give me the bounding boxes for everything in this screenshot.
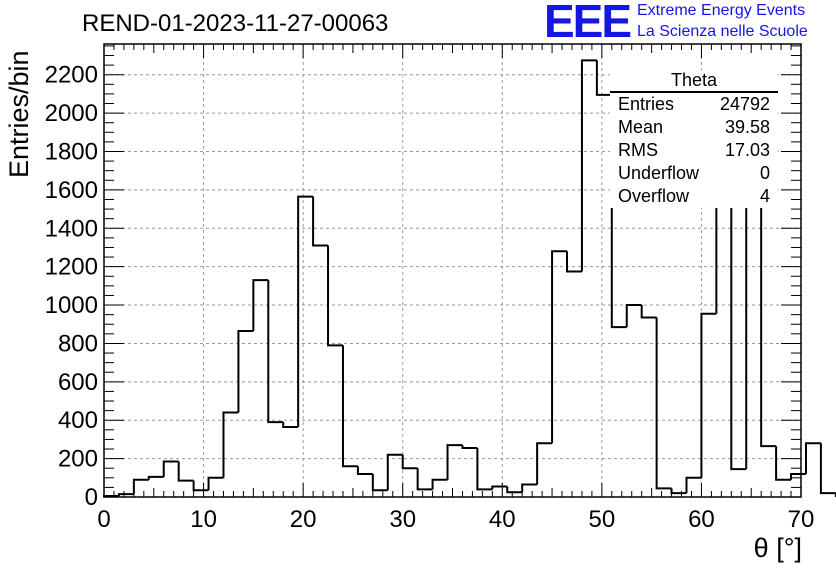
stats-value: 39.58 bbox=[724, 117, 770, 137]
axis-tick-labels: 0 10 20 30 40 50 60 700200400600800100012001400… bbox=[45, 62, 815, 533]
axis-ticks bbox=[103, 44, 802, 498]
x-tick-label: 10 bbox=[190, 506, 217, 533]
stats-label: Mean bbox=[618, 117, 664, 137]
stats-label: Overflow bbox=[618, 186, 690, 206]
histogram-bin bbox=[790, 472, 806, 480]
x-axis-label: θ [°] bbox=[753, 533, 802, 563]
histogram-bin bbox=[147, 475, 164, 480]
stats-row-mean: Mean 39.58 bbox=[610, 116, 778, 139]
stats-label: Entries bbox=[618, 94, 675, 114]
histogram-bin bbox=[416, 468, 433, 491]
histogram-bars bbox=[103, 59, 836, 498]
stats-row-underflow: Underflow 0 bbox=[610, 162, 778, 185]
x-tick-label: 40 bbox=[489, 506, 516, 533]
histogram-bin bbox=[491, 485, 508, 490]
histogram-bin bbox=[551, 250, 568, 444]
y-tick-label: 1800 bbox=[45, 138, 98, 165]
stats-row-overflow: Overflow 4 bbox=[610, 185, 778, 208]
histogram-bin bbox=[297, 195, 314, 427]
histogram-bin bbox=[327, 245, 343, 347]
stats-label: Underflow bbox=[618, 163, 700, 183]
histogram-bin bbox=[700, 312, 717, 478]
y-tick-label: 600 bbox=[58, 369, 98, 396]
stats-value: 24792 bbox=[719, 94, 770, 114]
histogram-bin bbox=[625, 304, 642, 328]
stats-value: 0 bbox=[759, 163, 770, 183]
histogram-bin bbox=[730, 130, 747, 471]
histogram-bin bbox=[192, 480, 209, 492]
histogram-bin bbox=[356, 466, 373, 475]
chart-title: REND-01-2023-11-27-00063 bbox=[82, 10, 389, 37]
logo-text-line2: La Scienza nelle Scuole bbox=[637, 23, 808, 40]
stats-row-rms: RMS 17.03 bbox=[610, 139, 778, 162]
histogram-bin bbox=[536, 442, 553, 485]
histogram-bin bbox=[162, 460, 179, 477]
histogram-bin bbox=[775, 446, 792, 481]
logo-text-line1: Extreme Energy Events bbox=[637, 2, 806, 19]
histogram-bin bbox=[446, 444, 463, 480]
y-tick-label: 1000 bbox=[45, 292, 98, 319]
histogram-bin bbox=[117, 493, 134, 497]
y-axis-label: Entries/bin bbox=[4, 50, 34, 178]
x-tick-label: 30 bbox=[389, 506, 416, 533]
histogram-bin bbox=[804, 442, 821, 474]
histogram-bin bbox=[566, 251, 582, 273]
histogram-bin bbox=[476, 448, 493, 491]
histogram-bin bbox=[341, 345, 358, 468]
y-tick-label: 200 bbox=[58, 446, 98, 473]
eee-logo: EEE Extreme Energy Events La Scienza nel… bbox=[544, 0, 834, 47]
histogram-bin bbox=[595, 60, 612, 96]
histogram-bin bbox=[401, 454, 418, 470]
histogram-bin bbox=[521, 483, 538, 493]
histogram-bin bbox=[222, 411, 239, 478]
y-tick-label: 400 bbox=[58, 407, 98, 434]
stats-row-entries: Entries 24792 bbox=[610, 93, 778, 116]
histogram-bin bbox=[580, 59, 597, 272]
y-tick-label: 2200 bbox=[45, 62, 98, 89]
y-tick-label: 0 bbox=[85, 484, 98, 511]
histogram-bin bbox=[312, 196, 329, 247]
histogram-bin bbox=[177, 461, 194, 482]
histogram-bin bbox=[640, 305, 657, 319]
stats-box: Theta Entries 24792 Mean 39.58 RMS 17.03… bbox=[610, 70, 778, 208]
x-tick-label: 50 bbox=[589, 506, 616, 533]
histogram-bin bbox=[267, 280, 284, 424]
histogram-bin bbox=[819, 443, 836, 495]
x-tick-label: 70 bbox=[788, 506, 815, 533]
x-tick-label: 60 bbox=[688, 506, 715, 533]
histogram-bin bbox=[282, 422, 299, 428]
histogram-bin bbox=[132, 478, 149, 495]
histogram-bin bbox=[237, 329, 254, 413]
histogram-bin bbox=[252, 279, 269, 331]
y-tick-label: 1400 bbox=[45, 215, 98, 242]
histogram-bin bbox=[506, 486, 523, 494]
y-tick-label: 800 bbox=[58, 330, 98, 357]
y-tick-label: 1200 bbox=[45, 254, 98, 281]
histogram-bin bbox=[431, 478, 448, 490]
y-tick-label: 2000 bbox=[45, 100, 98, 127]
x-tick-label: 0 bbox=[97, 506, 110, 533]
histogram-bin bbox=[371, 473, 388, 492]
histogram-bin bbox=[207, 476, 224, 491]
grid-lines bbox=[104, 44, 801, 497]
stats-value: 4 bbox=[759, 186, 770, 206]
histogram-bin bbox=[685, 476, 702, 494]
histogram-bin bbox=[655, 317, 672, 490]
y-tick-label: 1600 bbox=[45, 177, 98, 204]
stats-label: RMS bbox=[618, 140, 658, 160]
stats-value: 17.03 bbox=[724, 140, 770, 160]
x-tick-label: 20 bbox=[290, 506, 317, 533]
histogram-bin bbox=[386, 453, 403, 491]
stats-title: Theta bbox=[610, 70, 778, 93]
histogram-bin bbox=[760, 113, 777, 448]
histogram-bin bbox=[461, 445, 478, 450]
eee-logo-mark: EEE bbox=[544, 0, 632, 47]
histogram-bin bbox=[670, 488, 687, 495]
